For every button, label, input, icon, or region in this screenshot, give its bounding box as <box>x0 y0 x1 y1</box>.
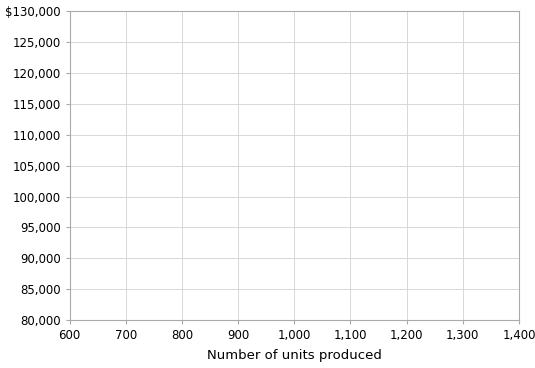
X-axis label: Number of units produced: Number of units produced <box>207 349 381 362</box>
